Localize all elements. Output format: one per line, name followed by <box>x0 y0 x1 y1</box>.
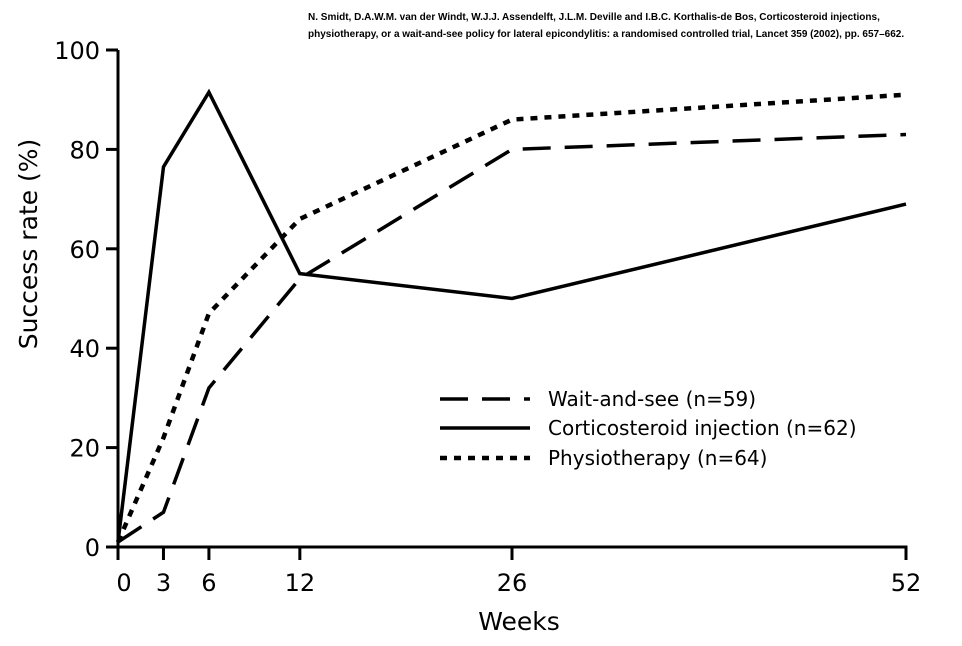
x-tick-label: 3 <box>156 569 171 597</box>
y-tick-label: 20 <box>69 435 100 463</box>
series-layer <box>115 88 907 544</box>
y-axis-title: Success rate (%) <box>14 139 43 350</box>
series-line-dashed <box>117 132 907 544</box>
x-tick-label: 12 <box>285 569 316 597</box>
legend-label: Wait-and-see (n=59) <box>548 387 756 411</box>
y-tick-label: 40 <box>69 335 100 363</box>
series-line-dotted <box>115 92 907 543</box>
x-tick-label: 0 <box>116 569 131 597</box>
x-tick-label: 52 <box>891 569 922 597</box>
y-tick-label: 60 <box>69 236 100 264</box>
y-tick-label: 100 <box>54 37 100 65</box>
legend-label: Corticosteroid injection (n=62) <box>548 416 857 440</box>
citation-line-2: physiotherapy, or a wait-and-see policy … <box>308 29 904 40</box>
x-axis-title: Weeks <box>478 607 560 636</box>
y-tick-label: 0 <box>85 534 100 562</box>
series-line-solid <box>116 88 907 543</box>
x-tick-label: 6 <box>201 569 216 597</box>
legend-label: Physiotherapy (n=64) <box>548 446 767 470</box>
y-tick-label: 80 <box>69 136 100 164</box>
legend: Wait-and-see (n=59) Corticosteroid inject… <box>440 387 857 470</box>
citation-line-1: N. Smidt, D.A.W.M. van der Windt, W.J.J.… <box>308 12 880 23</box>
x-tick-label: 26 <box>497 569 528 597</box>
